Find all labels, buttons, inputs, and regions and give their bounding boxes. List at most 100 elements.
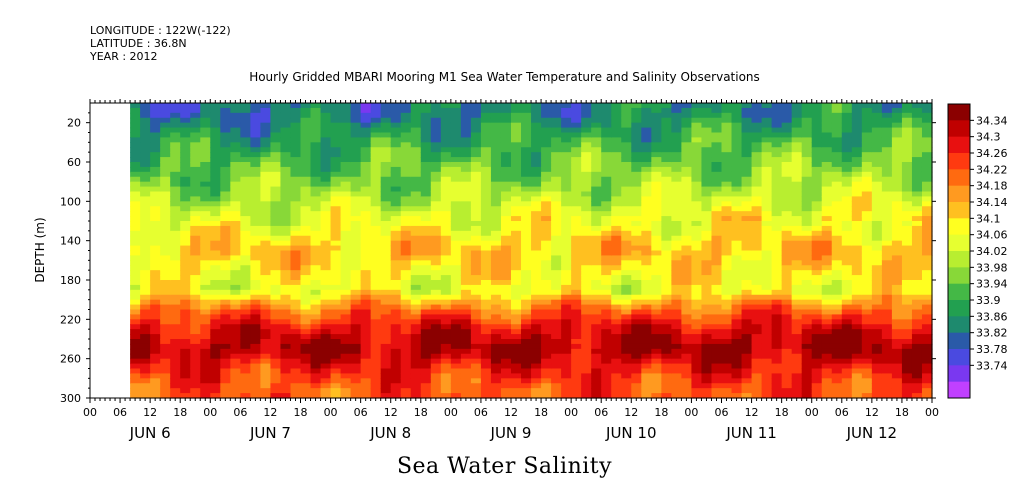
heatmap-cell — [200, 373, 211, 379]
heatmap-cell — [891, 196, 903, 202]
heatmap-cell — [450, 196, 462, 202]
heatmap-cell — [561, 127, 572, 134]
heatmap-cell — [831, 383, 843, 389]
heatmap-cell — [851, 393, 863, 399]
heatmap-cell — [731, 152, 743, 158]
heatmap-cell — [390, 339, 402, 345]
heatmap-cell — [160, 363, 171, 370]
heatmap-cell — [531, 142, 542, 148]
heatmap-cell — [641, 142, 652, 148]
heatmap-cell — [591, 201, 602, 207]
heatmap-cell — [330, 103, 342, 109]
heatmap-cell — [761, 255, 773, 261]
heatmap-cell — [350, 378, 362, 384]
heatmap-cell — [661, 314, 672, 320]
heatmap-cell — [591, 280, 602, 286]
heatmap-cell — [340, 186, 352, 193]
heatmap-cell — [170, 343, 181, 350]
heatmap-cell — [781, 348, 793, 355]
heatmap-cell — [571, 112, 582, 119]
heatmap-cell — [220, 107, 231, 114]
heatmap-cell — [230, 240, 241, 247]
heatmap-cell — [190, 319, 201, 325]
heatmap-cell — [480, 186, 492, 193]
heatmap-cell — [561, 353, 572, 360]
heatmap-cell — [460, 225, 472, 232]
heatmap-cell — [531, 250, 542, 257]
heatmap-cell — [370, 157, 382, 163]
heatmap-cell — [170, 284, 181, 291]
heatmap-cell — [150, 378, 161, 384]
heatmap-cell — [340, 383, 352, 389]
heatmap-cell — [741, 127, 753, 134]
heatmap-cell — [521, 284, 532, 291]
heatmap-cell — [781, 368, 793, 375]
heatmap-cell — [821, 299, 833, 306]
heatmap-cell — [500, 250, 512, 257]
heatmap-cell — [511, 245, 522, 252]
heatmap-cell — [170, 348, 181, 355]
heatmap-cell — [140, 314, 151, 320]
heatmap-cell — [641, 122, 652, 129]
heatmap-cell — [721, 383, 733, 389]
heatmap-cell — [330, 284, 342, 291]
heatmap-cell — [450, 216, 462, 222]
heatmap-cell — [691, 230, 703, 237]
heatmap-cell — [781, 329, 793, 335]
heatmap-cell — [390, 103, 402, 109]
heatmap-cell — [380, 201, 392, 207]
heatmap-cell — [821, 107, 833, 114]
heatmap-cell — [561, 314, 572, 320]
heatmap-cell — [230, 147, 241, 153]
heatmap-cell — [500, 378, 512, 384]
heatmap-cell — [190, 368, 201, 375]
heatmap-cell — [480, 107, 492, 114]
heatmap-cell — [761, 216, 773, 222]
heatmap-cell — [741, 348, 753, 355]
heatmap-cell — [611, 339, 622, 345]
heatmap-cell — [240, 245, 251, 252]
heatmap-cell — [891, 142, 903, 148]
heatmap-cell — [430, 235, 442, 242]
heatmap-cell — [270, 378, 282, 384]
heatmap-cell — [280, 363, 292, 370]
heatmap-cell — [831, 107, 843, 114]
heatmap-cell — [851, 289, 863, 296]
heatmap-cell — [911, 225, 923, 232]
heatmap-cell — [480, 201, 492, 207]
heatmap-cell — [290, 176, 302, 183]
heatmap-cell — [200, 171, 211, 178]
heatmap-cell — [841, 275, 853, 281]
heatmap-cell — [450, 132, 462, 139]
heatmap-cell — [340, 201, 352, 207]
heatmap-cell — [470, 240, 482, 247]
heatmap-cell — [160, 378, 171, 384]
heatmap-cell — [160, 319, 171, 325]
heatmap-cell — [841, 255, 853, 261]
heatmap-cell — [500, 388, 512, 394]
heatmap-cell — [701, 353, 713, 360]
heatmap-cell — [901, 388, 913, 394]
heatmap-cell — [480, 339, 492, 345]
heatmap-cell — [430, 343, 442, 350]
heatmap-cell — [450, 137, 462, 143]
heatmap-cell — [601, 284, 612, 291]
heatmap-cell — [751, 373, 763, 379]
heatmap-cell — [480, 343, 492, 350]
heatmap-cell — [711, 142, 723, 148]
heatmap-cell — [310, 162, 322, 168]
heatmap-cell — [360, 353, 372, 360]
heatmap-cell — [891, 348, 903, 355]
heatmap-cell — [891, 235, 903, 242]
heatmap-cell — [370, 343, 382, 350]
heatmap-cell — [871, 152, 883, 158]
heatmap-cell — [881, 107, 893, 114]
heatmap-cell — [881, 103, 893, 109]
heatmap-cell — [511, 319, 522, 325]
heatmap-cell — [460, 107, 472, 114]
heatmap-cell — [621, 157, 632, 163]
heatmap-cell — [500, 176, 512, 183]
heatmap-cell — [140, 334, 151, 340]
heatmap-cell — [440, 201, 452, 207]
heatmap-cell — [751, 117, 763, 124]
